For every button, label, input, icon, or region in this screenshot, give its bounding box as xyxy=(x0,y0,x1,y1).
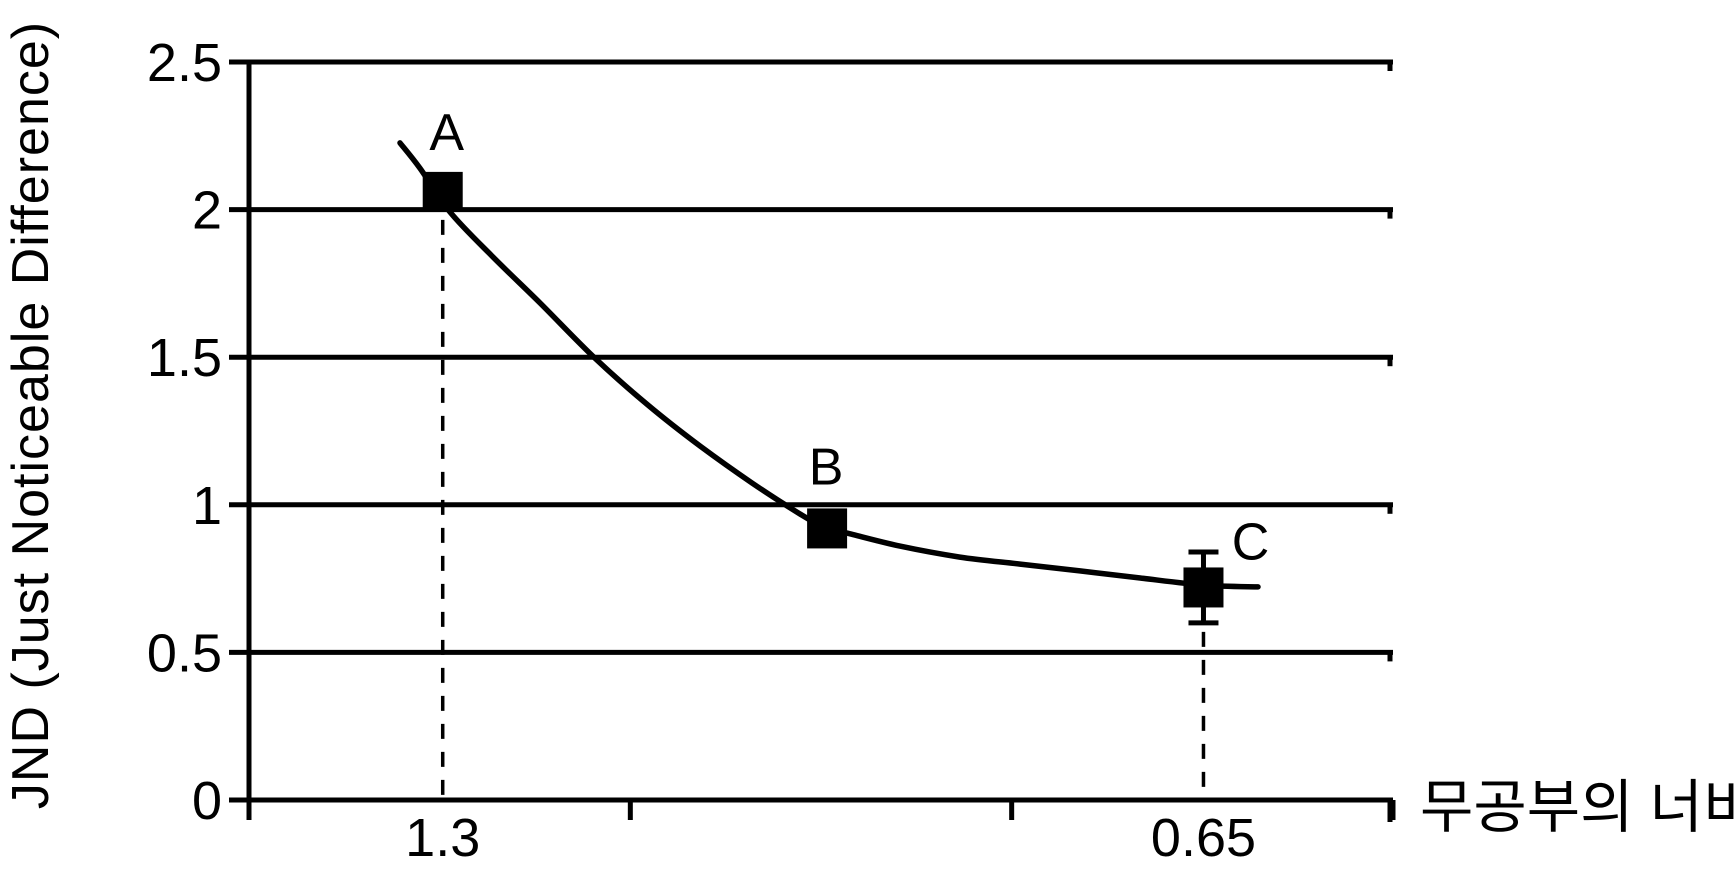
point-label-C: C xyxy=(1232,513,1270,571)
y-tick-label-1.5: 1.5 xyxy=(147,328,222,388)
point-label-A: A xyxy=(429,104,464,162)
data-point-C xyxy=(1183,567,1224,608)
data-point-A xyxy=(422,171,463,212)
y-tick-label-2.5: 2.5 xyxy=(147,33,222,93)
trend-curve xyxy=(397,140,1261,590)
x-axis-title: 무공부의 너비 xyxy=(1420,775,1736,840)
y-tick-label-2: 2 xyxy=(192,181,222,241)
y-tick-label-1: 1 xyxy=(192,476,222,536)
y-tick-label-0: 0 xyxy=(192,771,222,831)
x-tick-label-1.3: 1.3 xyxy=(405,808,480,868)
x-tick-label-0.65: 0.65 xyxy=(1151,808,1256,868)
data-point-B xyxy=(807,508,848,549)
y-axis-title: JND (Just Noticeable Difference) xyxy=(2,21,60,809)
y-tick-label-0.5: 0.5 xyxy=(147,623,222,683)
point-label-B: B xyxy=(809,438,844,496)
